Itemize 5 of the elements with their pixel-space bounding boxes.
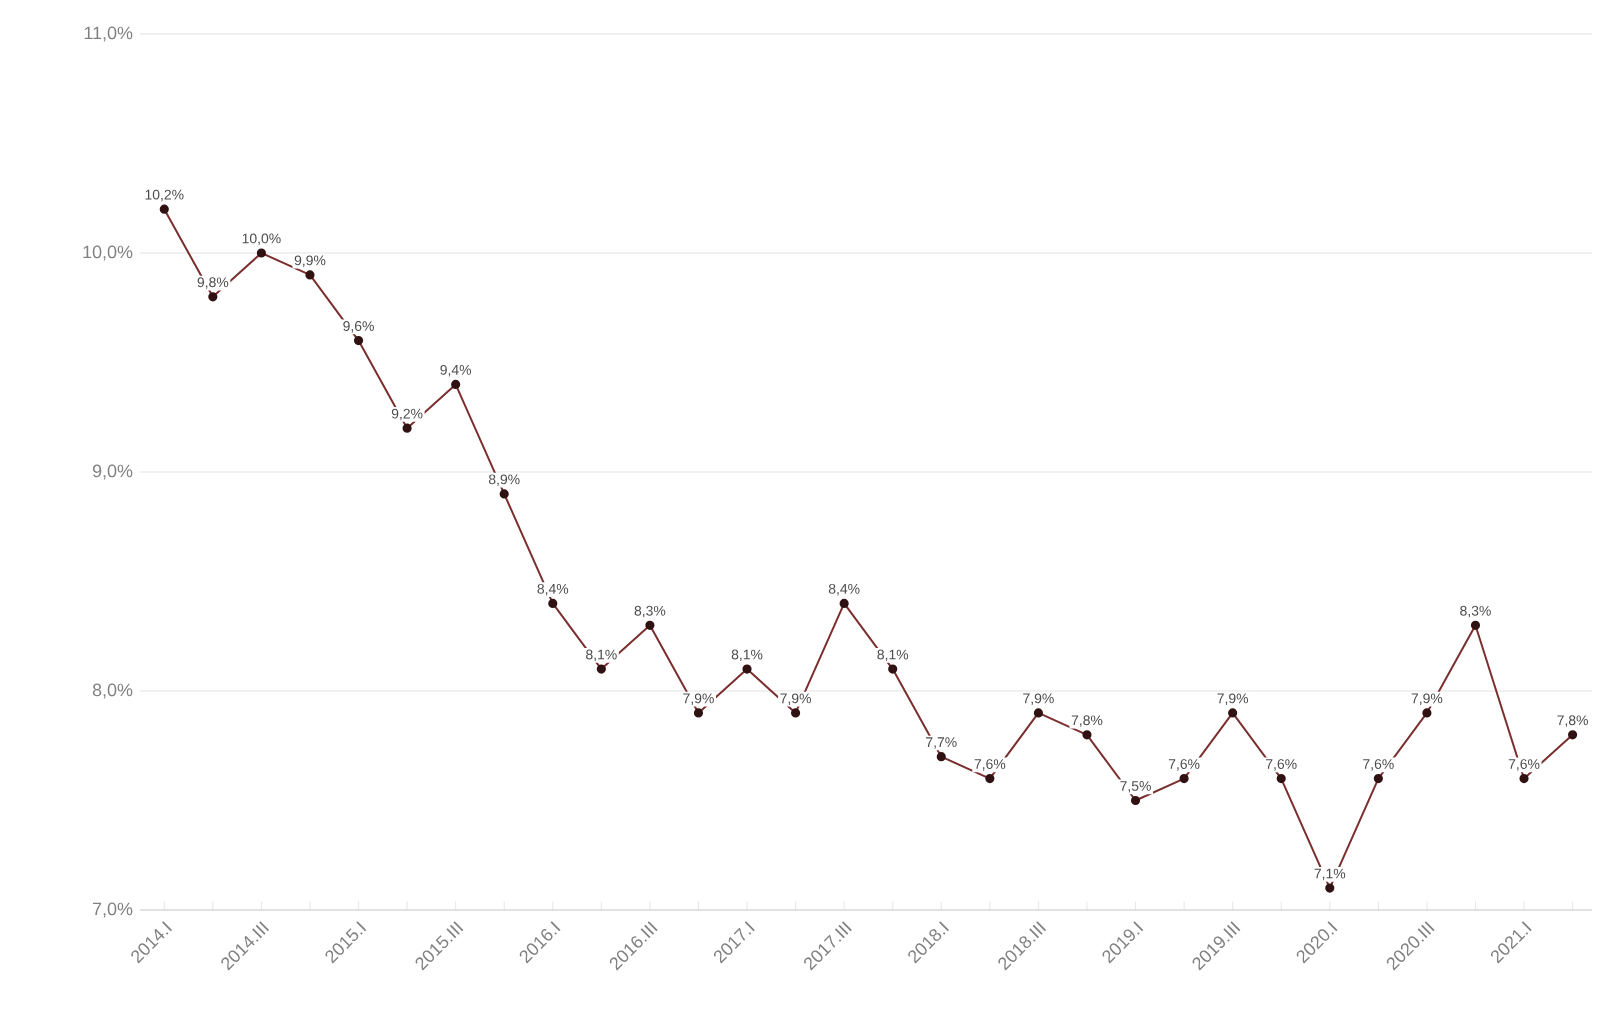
y-tick-label: 7,0% xyxy=(92,902,133,918)
y-tick-label: 8,0% xyxy=(92,683,133,699)
y-tick-label: 10,0% xyxy=(83,245,133,261)
y-tick-label: 11,0% xyxy=(84,26,133,42)
y-tick-label: 9,0% xyxy=(92,464,133,480)
